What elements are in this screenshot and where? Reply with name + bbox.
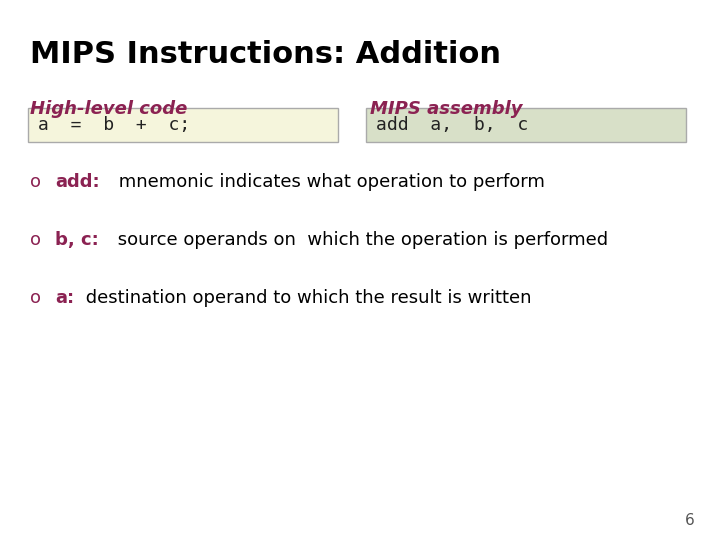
Text: add:: add: [55,173,99,191]
Text: 6: 6 [685,513,695,528]
Text: High-level code: High-level code [30,100,187,118]
Text: destination operand to which the result is written: destination operand to which the result … [80,289,531,307]
Text: a:: a: [55,289,74,307]
Text: source operands on  which the operation is performed: source operands on which the operation i… [112,231,608,249]
FancyBboxPatch shape [366,108,686,142]
Text: mnemonic indicates what operation to perform: mnemonic indicates what operation to per… [113,173,545,191]
Text: o: o [30,231,41,249]
Text: o: o [30,173,41,191]
Text: MIPS assembly: MIPS assembly [370,100,523,118]
Text: o: o [30,289,41,307]
Text: add  a,  b,  c: add a, b, c [376,116,528,134]
Text: MIPS Instructions: Addition: MIPS Instructions: Addition [30,40,501,69]
Text: a  =  b  +  c;: a = b + c; [38,116,190,134]
FancyBboxPatch shape [28,108,338,142]
Text: b, c:: b, c: [55,231,99,249]
